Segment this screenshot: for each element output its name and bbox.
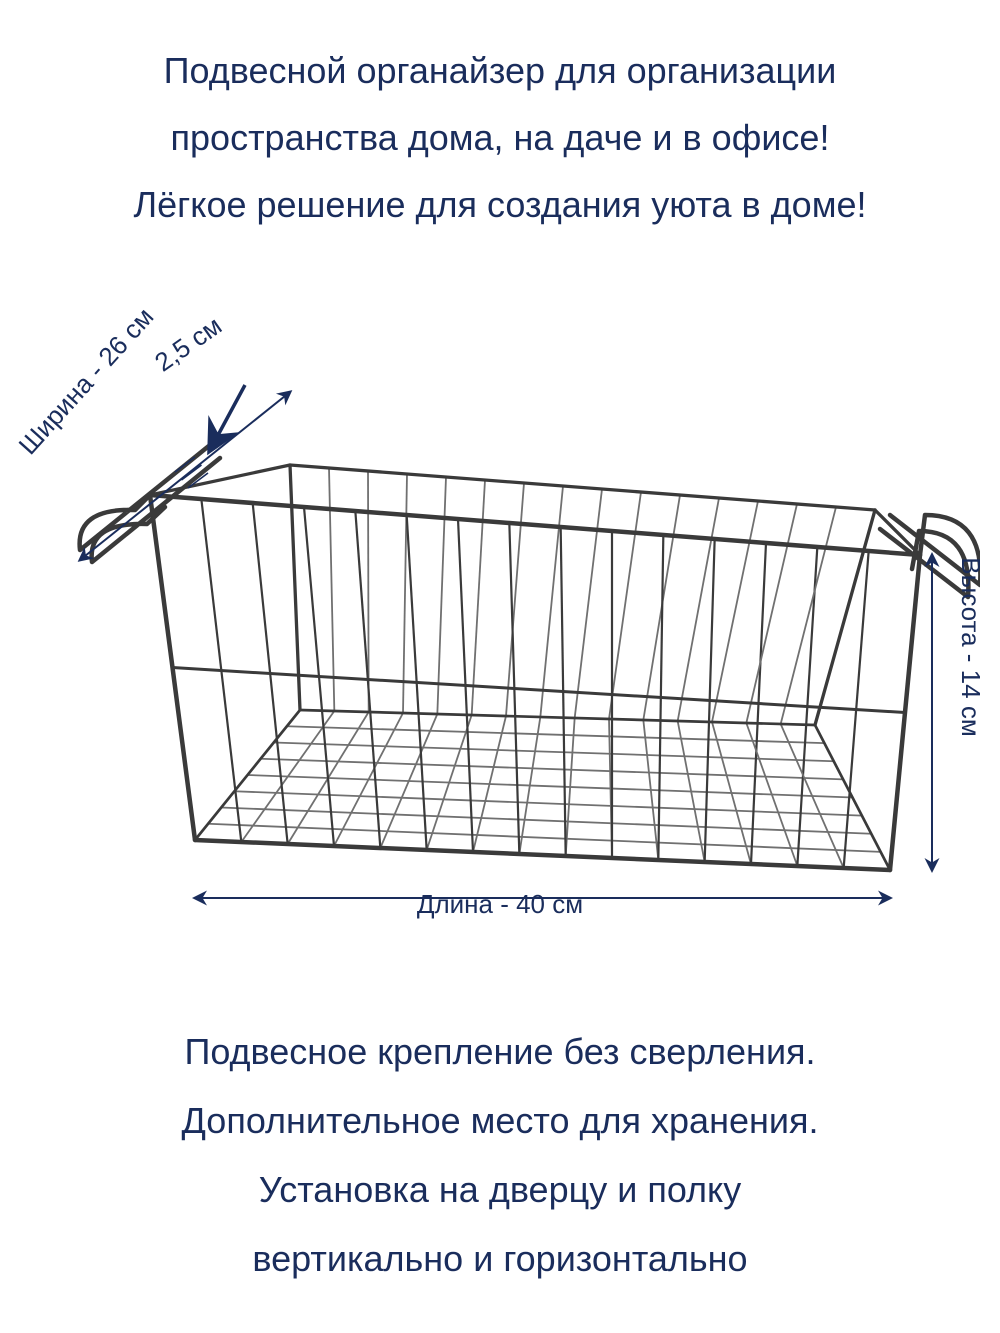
header-line-2: пространства дома, на даче и в офисе!	[0, 107, 1000, 168]
header-line-1: Подвесной органайзер для организации	[0, 40, 1000, 101]
footer-line-3: Установка на дверцу и полку	[0, 1158, 1000, 1221]
header-line-3: Лёгкое решение для создания уюта в доме!	[0, 174, 1000, 235]
footer-line-4: вертикально и горизонтально	[0, 1227, 1000, 1290]
dimension-length-label: Длина - 40 см	[417, 889, 583, 920]
basket-diagram: Ширина - 26 см 2,5 см Высота - 14 см Дли…	[20, 330, 980, 940]
footer-line-1: Подвесное крепление без сверления.	[0, 1020, 1000, 1083]
footer-text-block: Подвесное крепление без сверления. Допол…	[0, 1020, 1000, 1296]
header-text-block: Подвесной органайзер для организации про…	[0, 40, 1000, 242]
footer-line-2: Дополнительное место для хранения.	[0, 1089, 1000, 1152]
basket-svg	[20, 330, 980, 940]
dimension-height-label: Высота - 14 см	[955, 557, 986, 736]
